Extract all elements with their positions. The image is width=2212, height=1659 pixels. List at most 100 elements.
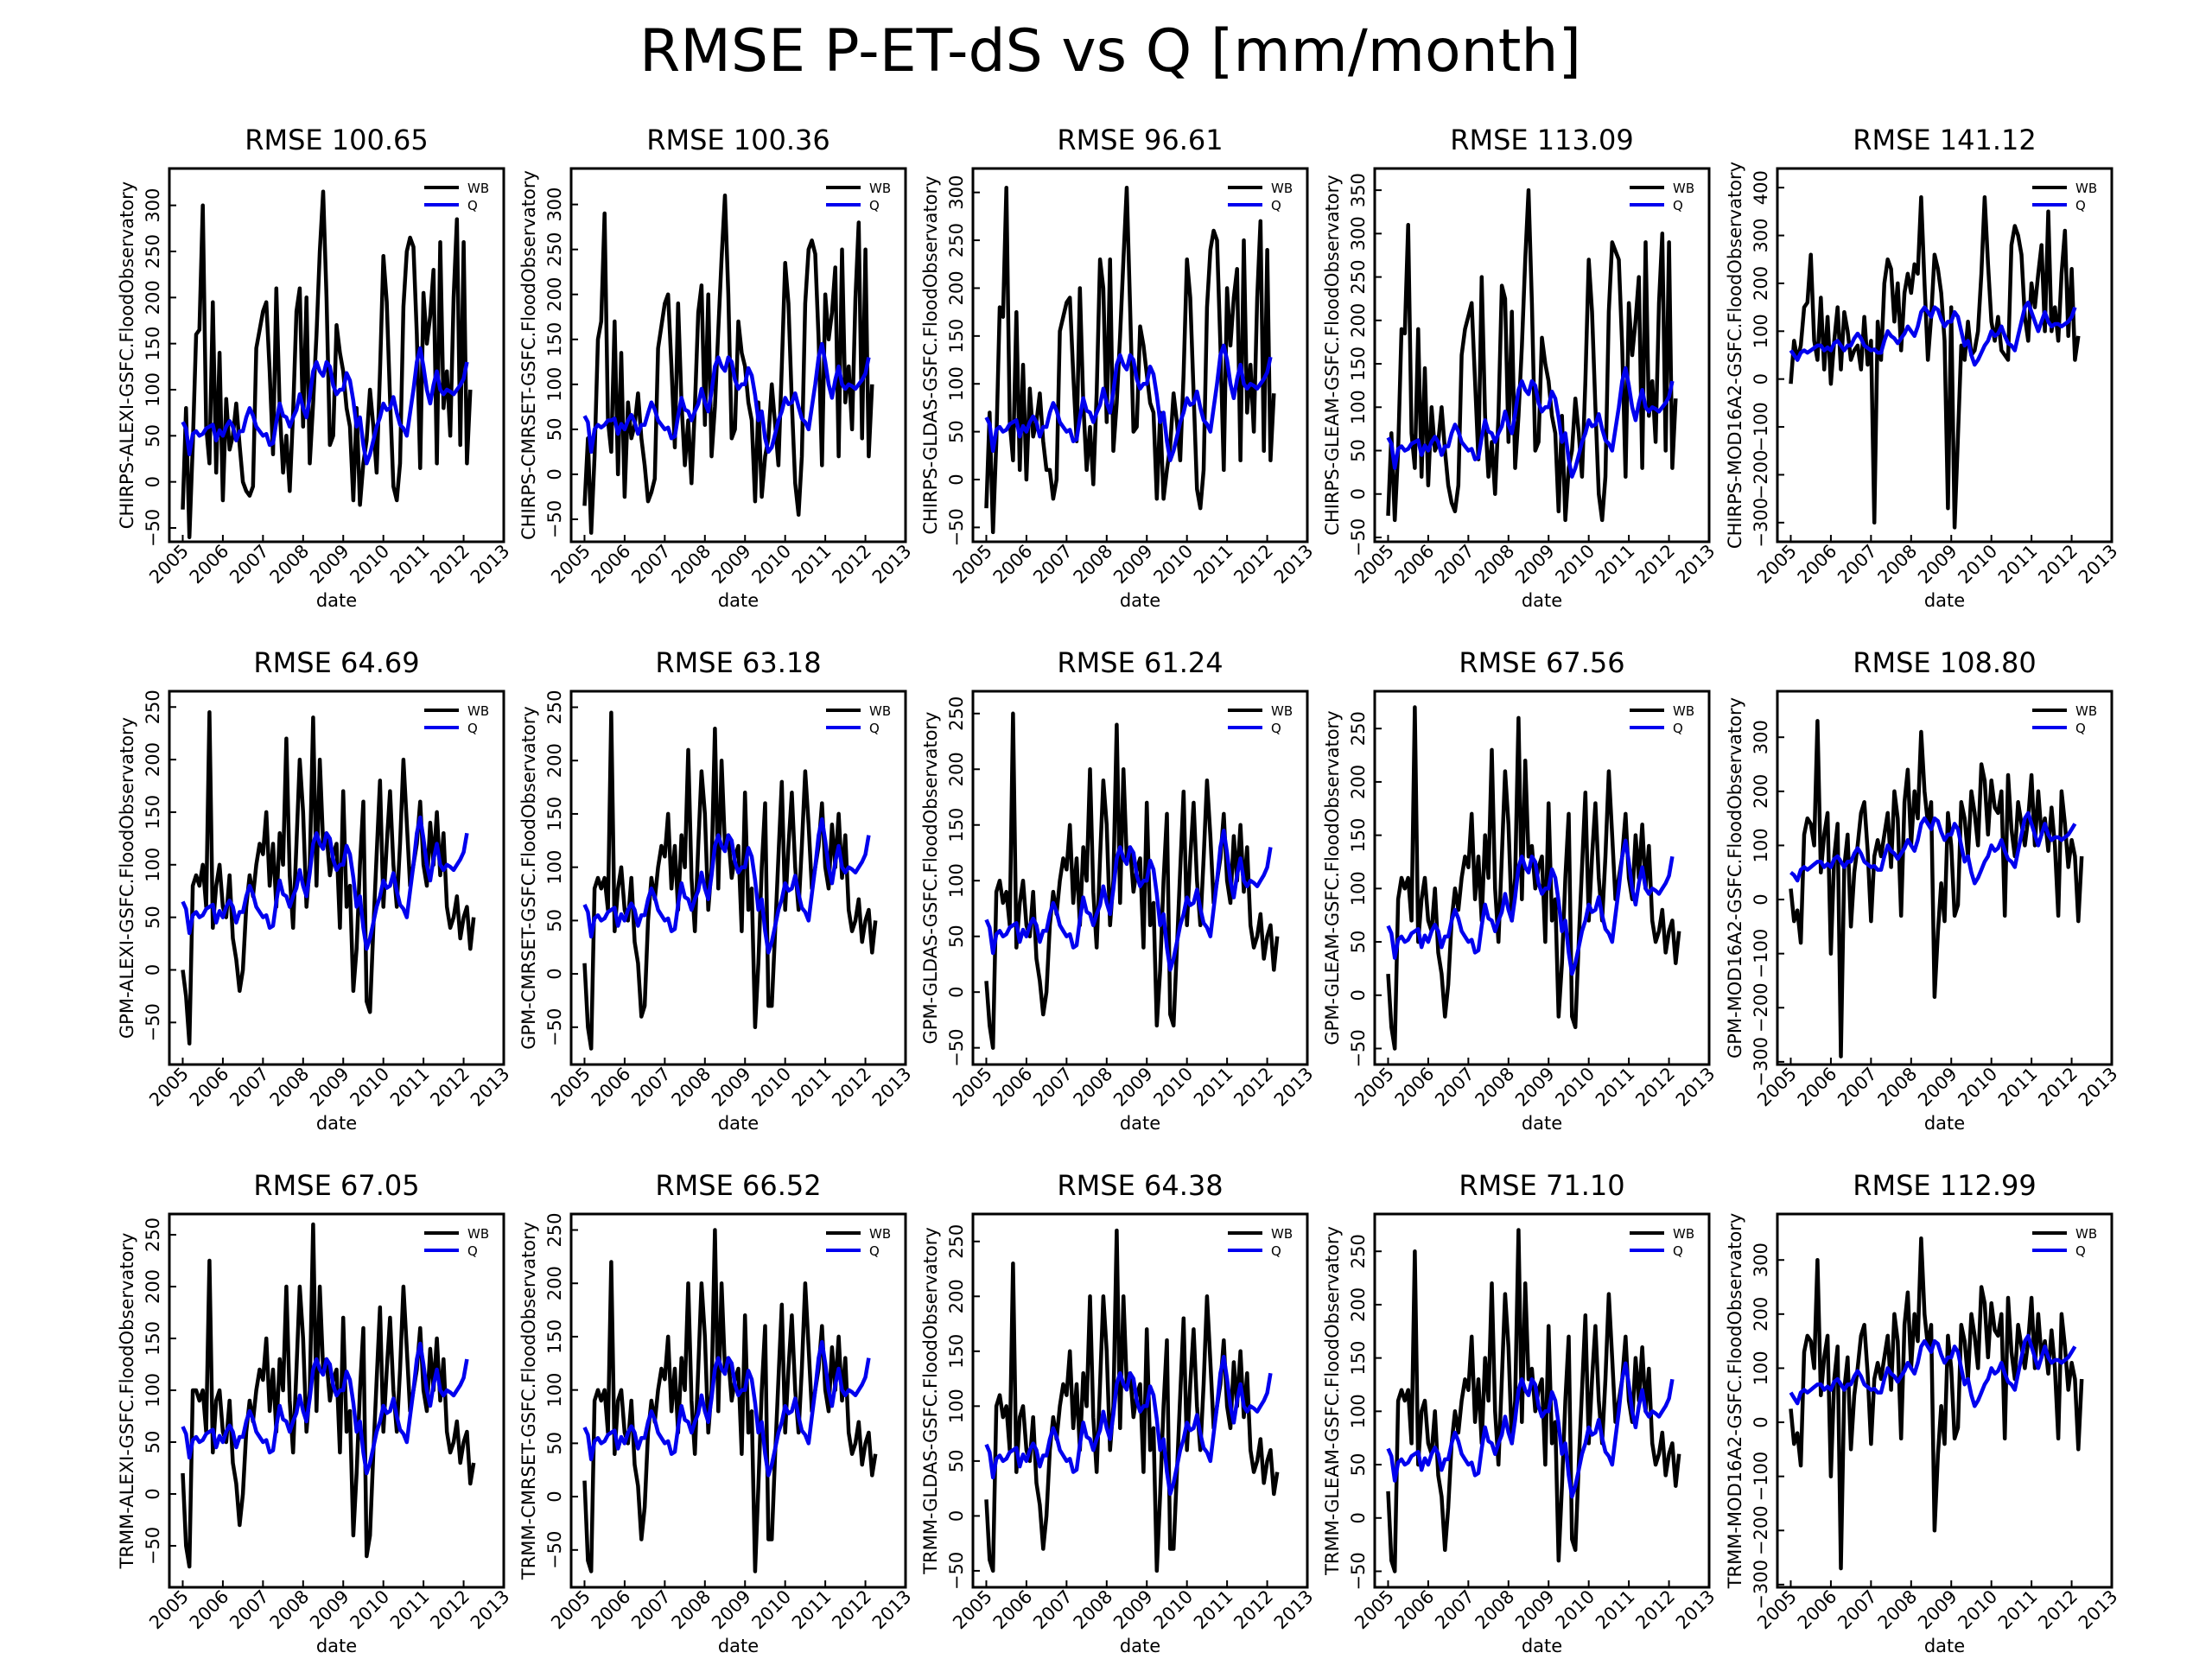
legend: WBQ [1228,1226,1293,1259]
legend-label-wb: WB [869,181,891,196]
y-tick-label: 100 [1751,1351,1771,1385]
y-tick-label: 100 [143,848,163,882]
y-tick-label: −100 [1751,1452,1771,1502]
x-axis-label: date [1924,590,1965,611]
axes-frame [569,167,907,543]
y-tick-label: 250 [1348,711,1369,746]
y-tick-label: 200 [946,270,967,305]
legend-label-q: Q [467,1243,478,1259]
legend: WBQ [2032,703,2097,736]
y-tick-label: 0 [544,468,565,480]
y-tick-label: −50 [946,1552,967,1590]
y-tick-label: 250 [1348,260,1369,295]
x-axis-label: date [1120,1636,1160,1656]
y-axis-label: CHIRPS-MOD16A2-GSFC.FloodObservatory [1725,162,1745,549]
axes-frame [168,167,505,543]
axes-frame [1776,167,2113,543]
y-tick-label: 250 [1348,1234,1369,1268]
x-axis-label: date [1522,1113,1562,1134]
legend-label-q: Q [467,721,478,736]
panel-title: RMSE 113.09 [1450,124,1634,156]
y-tick-label: 0 [1348,989,1369,1001]
legend: WBQ [424,181,489,213]
y-axis-label: TRMM-ALEXI-GSFC.FloodObservatory [117,1233,137,1570]
panel-title: RMSE 100.65 [245,124,429,156]
y-tick-label: −50 [544,1531,565,1569]
y-tick-label: 200 [1751,1297,1771,1332]
y-tick-label: 200 [1751,266,1771,301]
y-tick-label: 150 [544,1319,565,1354]
y-tick-label: −50 [1348,1552,1369,1590]
y-tick-label: −50 [946,508,967,546]
y-axis-label: TRMM-MOD16A2-GSFC.FloodObservatory [1725,1213,1745,1590]
y-tick-label: 100 [544,367,565,402]
legend-label-wb: WB [467,1226,489,1242]
panel-title: RMSE 141.12 [1853,124,2037,156]
y-tick-label: 50 [143,424,163,448]
y-tick-label: 0 [544,1491,565,1502]
legend-label-q: Q [2075,721,2086,736]
y-tick-label: 0 [143,964,163,976]
axes-frame [971,167,1309,543]
legend-label-wb: WB [1673,181,1694,196]
y-tick-label: 200 [143,742,163,777]
x-axis-label: date [316,590,357,611]
y-axis-label: CHIRPS-CMRSET-GSFC.FloodObservatory [518,170,539,540]
legend-label-wb: WB [1673,703,1694,719]
chart-panel: RMSE 96.61−50050100150200250300200520062… [920,124,1318,611]
y-tick-label: 100 [946,1389,967,1423]
y-tick-label: 100 [544,850,565,885]
y-tick-label: −50 [544,1008,565,1046]
y-tick-label: 0 [1751,893,1771,905]
y-tick-label: 100 [1348,1394,1369,1428]
x-axis-label: date [718,1113,759,1134]
y-tick-label: 100 [544,1373,565,1408]
y-axis-label: CHIRPS-ALEXI-GSFC.FloodObservatory [117,181,137,529]
legend: WBQ [826,703,891,736]
y-tick-label: 250 [544,232,565,267]
y-tick-label: 200 [544,1266,565,1300]
y-tick-label: 250 [544,1212,565,1247]
y-tick-label: 300 [1751,218,1771,252]
y-tick-label: 300 [544,188,565,222]
panel-title: RMSE 100.36 [646,124,830,156]
legend: WBQ [1630,181,1694,213]
y-tick-label: −300 [1751,498,1771,548]
y-tick-label: 0 [544,968,565,979]
panel-title: RMSE 96.61 [1057,124,1223,156]
axes-frame [569,690,907,1066]
axes-frame [1373,690,1711,1066]
x-axis-label: date [1522,590,1562,611]
legend-label-q: Q [2075,1243,2086,1259]
y-tick-label: 250 [143,1217,163,1252]
y-tick-label: 50 [143,906,163,929]
y-tick-label: 0 [946,986,967,997]
y-tick-label: 0 [946,1510,967,1522]
legend: WBQ [1228,181,1293,213]
legend: WBQ [424,703,489,736]
y-tick-label: 300 [1751,720,1771,754]
y-tick-label: 0 [143,476,163,487]
legend-label-wb: WB [869,1226,891,1242]
y-tick-label: 200 [946,752,967,786]
y-axis-label: GPM-CMRSET-GSFC.FloodObservatory [518,706,539,1050]
panel-title: RMSE 108.80 [1853,646,2037,679]
legend-label-wb: WB [1271,703,1293,719]
y-tick-label: 200 [544,277,565,312]
y-tick-label: 150 [946,1334,967,1369]
panel-title: RMSE 66.52 [655,1169,821,1202]
x-axis-label: date [316,1113,357,1134]
legend: WBQ [826,181,891,213]
legend-label-q: Q [1673,721,1683,736]
y-tick-label: 150 [544,797,565,831]
panel-title: RMSE 67.05 [253,1169,419,1202]
series-wb-line [1789,194,2081,530]
y-tick-label: 150 [544,322,565,357]
y-axis-label: CHIRPS-GLDAS-GSFC.FloodObservatory [920,175,941,534]
y-tick-label: −100 [1751,929,1771,979]
legend-label-q: Q [2075,198,2086,213]
series-q-line [582,1339,871,1478]
legend-label-q: Q [1271,1243,1281,1259]
x-axis-label: date [1522,1636,1562,1656]
series-wb-line [1789,1236,2084,1571]
